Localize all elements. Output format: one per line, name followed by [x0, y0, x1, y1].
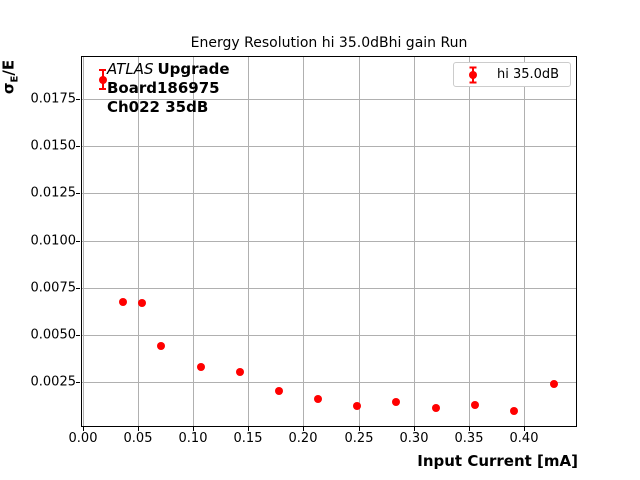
annotation-line-3: Ch022 35dB [107, 98, 209, 116]
x-tick [524, 427, 525, 431]
data-point [392, 398, 401, 407]
chart-title: Energy Resolution hi 35.0dBhi gain Run [190, 35, 468, 51]
y-axis-label-subscript: E [9, 75, 21, 83]
x-tick [414, 427, 415, 431]
annotation-atlas: ATLAS [107, 60, 154, 78]
errorbar-marker-icon [466, 66, 480, 84]
data-point [471, 401, 480, 410]
annotation-line-1: ATLAS Upgrade [107, 60, 230, 79]
data-point [157, 342, 166, 351]
y-gridline [82, 193, 576, 194]
data-point [235, 367, 244, 376]
x-tick [193, 427, 194, 431]
data-point [509, 406, 518, 415]
data-point [431, 404, 440, 413]
x-tick-label: 0.35 [454, 431, 484, 446]
annotation-upgrade: Upgrade [157, 60, 230, 78]
legend: hi 35.0dB [453, 62, 571, 87]
y-gridline [82, 335, 576, 336]
x-tick-label: 0.20 [288, 431, 318, 446]
x-tick-label: 0.40 [509, 431, 539, 446]
y-axis-label-rest: /E [0, 59, 18, 76]
y-gridline [82, 288, 576, 289]
y-tick-label: 0.0125 [30, 185, 77, 201]
x-tick-label: 0.15 [233, 431, 263, 446]
x-tick-label: 0.05 [123, 431, 153, 446]
error-bar-cap-top [99, 69, 107, 72]
y-tick [76, 288, 80, 289]
y-gridline [82, 99, 576, 100]
x-tick [248, 427, 249, 431]
y-tick [76, 382, 80, 383]
y-axis-label-sigma: σ [0, 82, 18, 95]
data-point [118, 297, 127, 306]
y-tick [76, 335, 80, 336]
y-tick-label: 0.0100 [30, 233, 77, 249]
x-tick [359, 427, 360, 431]
x-tick-label: 0.25 [344, 431, 374, 446]
x-tick [138, 427, 139, 431]
annotation: ATLAS Upgrade Board186975 Ch022 35dB [107, 60, 230, 117]
y-tick-label: 0.0150 [30, 138, 77, 154]
x-tick-label: 0.00 [68, 431, 98, 446]
y-tick [76, 241, 80, 242]
y-gridline [82, 382, 576, 383]
x-tick-label: 0.10 [178, 431, 208, 446]
y-tick-label: 0.0050 [30, 327, 77, 343]
data-point [98, 75, 107, 84]
y-tick-label: 0.0075 [30, 280, 77, 296]
y-tick [76, 146, 80, 147]
error-bar-cap-bottom [99, 88, 107, 91]
data-point [197, 362, 205, 371]
data-point [353, 401, 362, 410]
y-gridline [82, 146, 576, 147]
y-tick [76, 193, 80, 194]
y-tick-label: 0.0175 [30, 91, 77, 107]
x-tick-label: 0.30 [399, 431, 429, 446]
x-axis-label: Input Current [mA] [417, 452, 578, 470]
y-tick-label: 0.0025 [30, 374, 77, 390]
x-tick [83, 427, 84, 431]
data-point [313, 395, 322, 404]
data-point [137, 299, 146, 307]
data-point [549, 379, 558, 388]
legend-label: hi 35.0dB [497, 67, 560, 82]
x-tick [303, 427, 304, 431]
y-axis-label: σE/E [0, 60, 21, 94]
y-tick [76, 99, 80, 100]
annotation-line-2: Board186975 [107, 79, 220, 97]
x-tick [469, 427, 470, 431]
y-gridline [82, 241, 576, 242]
data-point [275, 386, 284, 395]
